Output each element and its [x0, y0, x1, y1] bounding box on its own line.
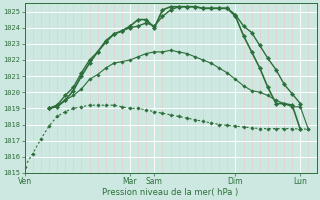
X-axis label: Pression niveau de la mer( hPa ): Pression niveau de la mer( hPa ) — [102, 188, 239, 197]
